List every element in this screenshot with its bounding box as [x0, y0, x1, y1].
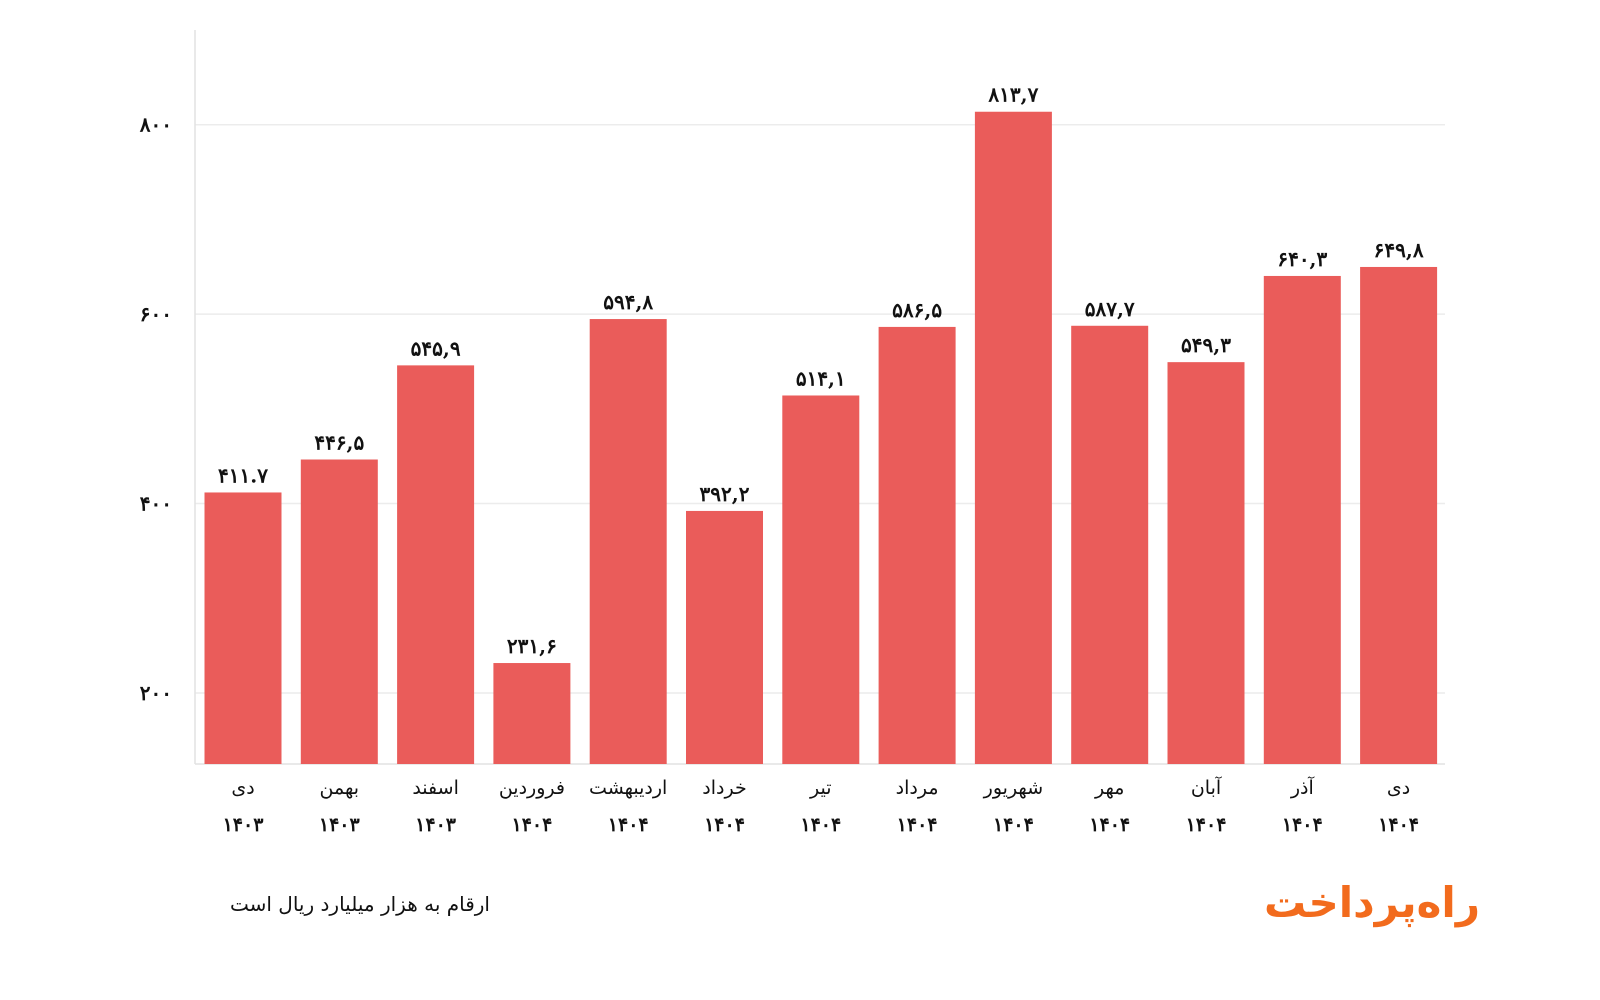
- value-label: ۵۸۷,۷: [1085, 297, 1135, 321]
- bar: [204, 492, 282, 764]
- x-tick-month: شهریور: [983, 777, 1043, 799]
- x-tick-year: ۱۴۰۴: [511, 814, 552, 836]
- x-tick-month: بهمن: [320, 777, 360, 799]
- x-tick-month: دی: [231, 777, 254, 799]
- value-label: ۶۴۹,۸: [1374, 238, 1424, 262]
- bar: [493, 663, 571, 764]
- x-tick-month: آبان: [1191, 775, 1222, 799]
- y-tick-label: ۴۰۰: [140, 492, 172, 516]
- y-tick-label: ۶۰۰: [140, 302, 172, 326]
- value-label: ۵۴۹,۳: [1181, 333, 1231, 357]
- x-tick-month: آذر: [1290, 775, 1315, 799]
- bar: [1071, 325, 1149, 764]
- value-label: ۴۱۱.۷: [218, 463, 268, 487]
- x-tick-year: ۱۴۰۳: [223, 814, 265, 836]
- x-tick-month: تیر: [809, 777, 832, 799]
- x-tick-year: ۱۴۰۴: [608, 814, 649, 836]
- bar: [589, 319, 667, 764]
- brand-logo: راه‌پرداخت: [1264, 878, 1480, 927]
- bars: [204, 111, 1438, 765]
- bar: [974, 111, 1052, 765]
- value-label: ۵۴۵,۹: [411, 336, 461, 360]
- bar: [1167, 362, 1245, 764]
- bar: [878, 326, 956, 764]
- labels: ۲۰۰ ۴۰۰ ۶۰۰ ۸۰۰ ۴۱۱.۷ دی ۱۴۰۳ ۴۴۶,۵ بهمن ۱۴۰۳ ۵۴۵,…: [139, 83, 1424, 836]
- value-label: ۸۱۳,۷: [987, 83, 1038, 107]
- x-tick-month: خرداد: [702, 777, 746, 799]
- value-label: ۵۹۴,۸: [603, 290, 653, 314]
- bar: [397, 365, 475, 764]
- bar: [1263, 275, 1341, 764]
- x-tick-year: ۱۴۰۴: [1089, 814, 1130, 836]
- value-label: ۵۸۶,۵: [892, 298, 942, 322]
- x-tick-year: ۱۴۰۴: [897, 814, 938, 836]
- bar: [686, 510, 763, 764]
- x-tick-month: فروردین: [499, 777, 565, 799]
- x-tick-year: ۱۴۰۴: [1282, 814, 1323, 836]
- value-label: ۶۴۰,۳: [1277, 247, 1327, 271]
- bar: [1360, 266, 1438, 764]
- y-tick-label: ۸۰۰: [139, 113, 172, 137]
- bar: [300, 459, 378, 764]
- value-label: ۴۴۶,۵: [314, 431, 364, 455]
- value-label: ۲۳۱,۶: [507, 634, 557, 658]
- x-tick-year: ۱۴۰۳: [415, 814, 457, 836]
- x-tick-month: اردیبهشت: [589, 777, 667, 799]
- x-tick-year: ۱۴۰۴: [1378, 814, 1419, 836]
- value-label: ۵۱۴,۱: [796, 366, 846, 390]
- bar: [782, 395, 860, 764]
- x-tick-month: مهر: [1094, 777, 1124, 799]
- x-tick-year: ۱۴۰۴: [1186, 814, 1227, 836]
- x-tick-month: دی: [1387, 777, 1410, 799]
- value-label: ۳۹۲,۲: [700, 482, 750, 506]
- x-tick-year: ۱۴۰۴: [704, 814, 745, 836]
- x-tick-year: ۱۴۰۳: [319, 814, 361, 836]
- x-tick-year: ۱۴۰۴: [993, 814, 1034, 836]
- x-tick-month: مرداد: [896, 777, 939, 799]
- x-tick-year: ۱۴۰۴: [800, 814, 841, 836]
- x-tick-month: اسفند: [412, 777, 459, 799]
- y-tick-label: ۲۰۰: [140, 681, 172, 705]
- unit-footnote: ارقام به هزار میلیارد ریال است: [230, 892, 490, 916]
